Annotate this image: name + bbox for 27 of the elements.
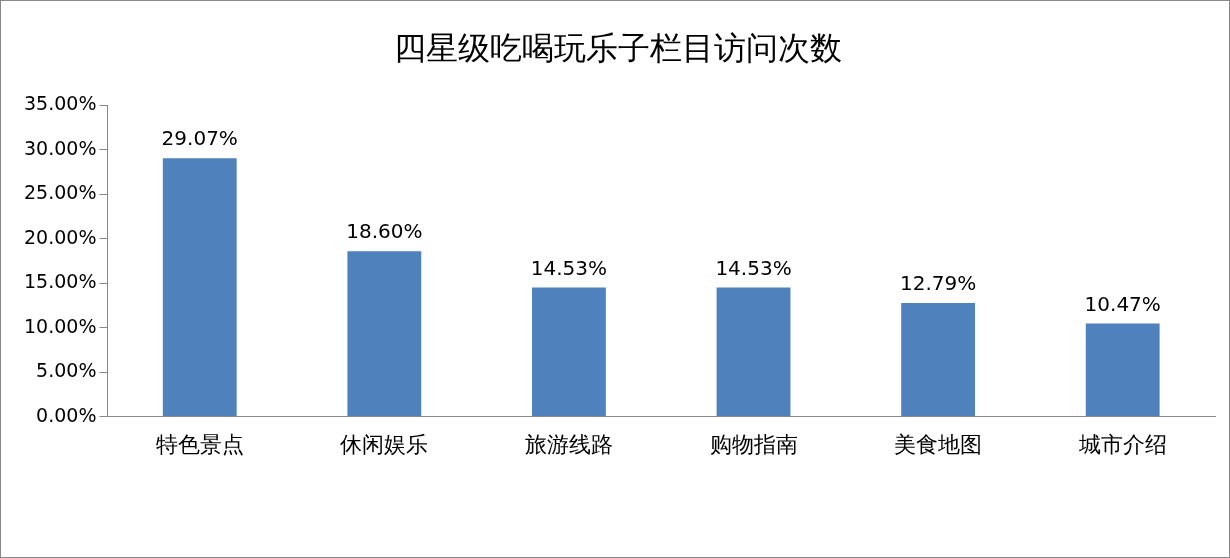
x-tick-label: 休闲娱乐 <box>340 431 429 457</box>
y-tick-label: 10.00% <box>23 314 97 337</box>
x-tick-label: 城市介绍 <box>1077 431 1167 457</box>
data-label: 29.07% <box>161 126 238 151</box>
bar <box>532 287 606 417</box>
bar <box>901 302 976 417</box>
x-tick-label: 购物指南 <box>709 431 798 457</box>
y-tick-label: 30.00% <box>23 136 97 159</box>
data-label: 14.53% <box>530 255 608 280</box>
y-tick-label: 15.00% <box>23 270 97 293</box>
x-tick-label: 旅游线路 <box>524 431 613 457</box>
bar <box>716 287 791 417</box>
x-tick-label: 美食地图 <box>894 431 983 457</box>
y-tick-label: 5.00% <box>36 359 97 382</box>
y-tick-label: 0.00% <box>36 403 97 426</box>
bar <box>162 158 237 417</box>
data-label: 12.79% <box>899 271 977 296</box>
x-tick-label: 特色景点 <box>155 431 244 457</box>
y-tick-label: 35.00% <box>23 92 97 115</box>
data-label: 10.47% <box>1084 291 1161 316</box>
bar <box>347 251 422 417</box>
bar <box>1085 323 1160 417</box>
chart-title: 四星级吃喝玩乐子栏目访问次数 <box>394 28 842 67</box>
data-label: 14.53% <box>715 255 792 280</box>
y-tick-label: 20.00% <box>23 225 97 248</box>
y-tick-label: 25.00% <box>23 181 97 204</box>
data-label: 18.60% <box>346 219 423 244</box>
